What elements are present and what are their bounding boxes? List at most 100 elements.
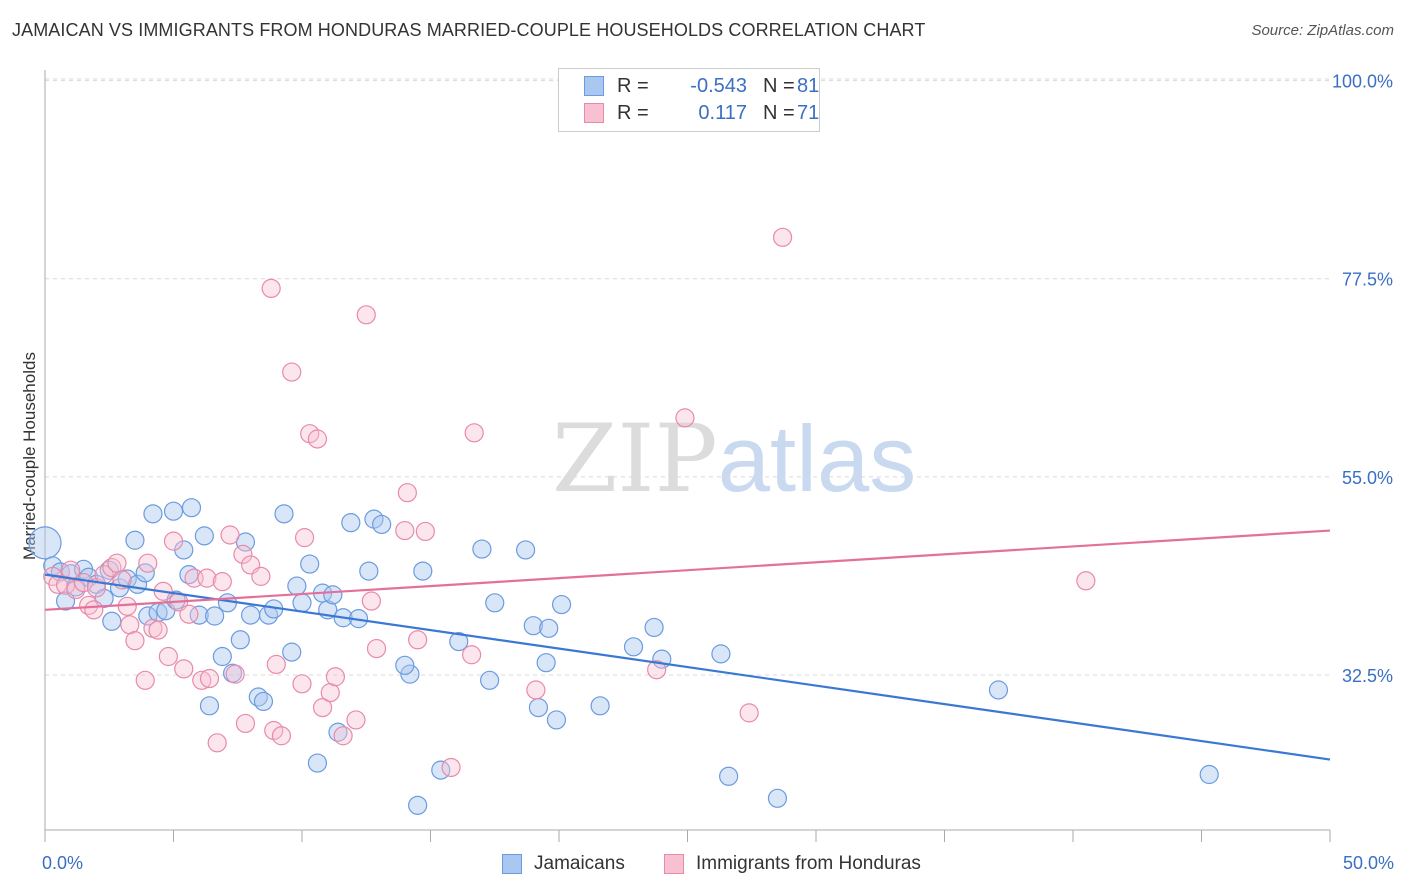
stats-n-value: 81 (797, 75, 820, 97)
stats-r-value: 0.117 (698, 102, 747, 124)
point-honduras (120, 615, 140, 635)
point-jamaicans (528, 697, 549, 718)
legend-label-jamaicans: Jamaicans (534, 853, 625, 874)
point-jamaicans (400, 664, 420, 684)
x-tick-label: 0.0% (42, 853, 83, 873)
point-jamaicans (711, 644, 731, 664)
point-jamaicans (472, 539, 492, 559)
point-jamaicans (287, 576, 307, 596)
point-honduras (220, 525, 240, 545)
point-honduras (397, 483, 417, 503)
point-honduras (84, 600, 104, 620)
point-honduras (207, 733, 227, 753)
point-jamaicans (623, 637, 644, 657)
point-jamaicans (143, 504, 163, 524)
y-tick-label: 77.5% (1342, 270, 1393, 290)
point-jamaicans (194, 526, 214, 546)
point-honduras (48, 574, 68, 594)
point-jamaicans (212, 646, 232, 667)
point-honduras (138, 553, 158, 573)
point-jamaicans (546, 710, 567, 730)
point-honduras (66, 579, 86, 600)
point-jamaicans (300, 554, 320, 574)
point-honduras (125, 631, 145, 651)
watermark-zip: ZIP (552, 405, 718, 514)
point-honduras (117, 596, 137, 616)
stats-n-value: 71 (797, 102, 820, 124)
point-jamaicans (539, 618, 559, 638)
point-honduras (294, 528, 315, 548)
point-honduras (356, 305, 376, 325)
point-jamaicans (395, 655, 415, 675)
point-jamaicans (359, 561, 379, 581)
point-jamaicans (199, 696, 220, 716)
point-jamaicans (274, 504, 294, 524)
point-honduras (415, 521, 435, 542)
point-jamaicans (449, 631, 469, 652)
stats-n-label: N = (763, 75, 795, 97)
point-jamaicans (189, 605, 209, 625)
point-honduras (174, 659, 194, 679)
point-jamaicans (230, 630, 250, 650)
legend-swatch-jamaicans (502, 854, 522, 874)
point-jamaicans (590, 696, 610, 716)
point-jamaicans (408, 795, 428, 815)
point-jamaicans (179, 565, 199, 585)
point-jamaicans (1199, 764, 1219, 785)
point-honduras (107, 553, 127, 573)
zipatlas-watermark: ZIPatlas (552, 405, 916, 514)
point-jamaicans (241, 605, 261, 625)
point-jamaicans (767, 788, 788, 808)
point-honduras (233, 544, 253, 564)
point-honduras (179, 604, 199, 624)
point-jamaicans (323, 585, 343, 605)
point-honduras (325, 667, 346, 687)
point-honduras (212, 572, 232, 592)
point-jamaicans (523, 616, 543, 636)
point-jamaicans (719, 766, 739, 786)
point-jamaicans (485, 593, 505, 613)
point-jamaicans (181, 498, 202, 518)
point-jamaicans (117, 569, 137, 589)
point-jamaicans (253, 691, 274, 712)
point-jamaicans (307, 753, 328, 773)
point-honduras (261, 278, 281, 299)
point-honduras (235, 713, 256, 734)
point-honduras (163, 531, 184, 551)
point-honduras (395, 520, 415, 541)
point-honduras (464, 423, 484, 443)
point-jamaicans (292, 593, 312, 613)
point-jamaicans (480, 670, 500, 690)
stats-r-value: -0.543 (690, 75, 747, 97)
point-jamaicans (138, 606, 158, 626)
y-tick-label: 32.5% (1342, 666, 1393, 686)
point-honduras (271, 726, 292, 746)
point-honduras (361, 591, 381, 611)
point-jamaicans (125, 530, 145, 550)
point-honduras (158, 646, 178, 667)
y-tick-label: 55.0% (1342, 468, 1393, 488)
point-honduras (251, 566, 271, 586)
point-honduras (307, 429, 328, 449)
point-honduras (320, 683, 340, 703)
legend-label-honduras: Immigrants from Honduras (696, 853, 921, 874)
point-jamaicans (328, 722, 348, 742)
point-honduras (647, 660, 667, 680)
point-honduras (441, 757, 461, 778)
stats-r-label: R = (617, 75, 649, 97)
chart-title: JAMAICAN VS IMMIGRANTS FROM HONDURAS MAR… (12, 20, 926, 40)
point-jamaicans (644, 617, 664, 638)
legend-swatch-honduras (664, 854, 684, 874)
point-honduras (197, 568, 217, 588)
point-jamaicans (163, 501, 184, 521)
point-honduras (526, 680, 546, 700)
point-honduras (312, 697, 333, 718)
point-jamaicans (988, 680, 1009, 700)
point-jamaicans (551, 594, 572, 615)
source-label: Source: ZipAtlas.com (1251, 22, 1394, 39)
point-honduras (148, 620, 168, 640)
stats-swatch-jamaicans (584, 76, 604, 96)
point-jamaicans (413, 561, 433, 581)
point-honduras (346, 710, 366, 730)
